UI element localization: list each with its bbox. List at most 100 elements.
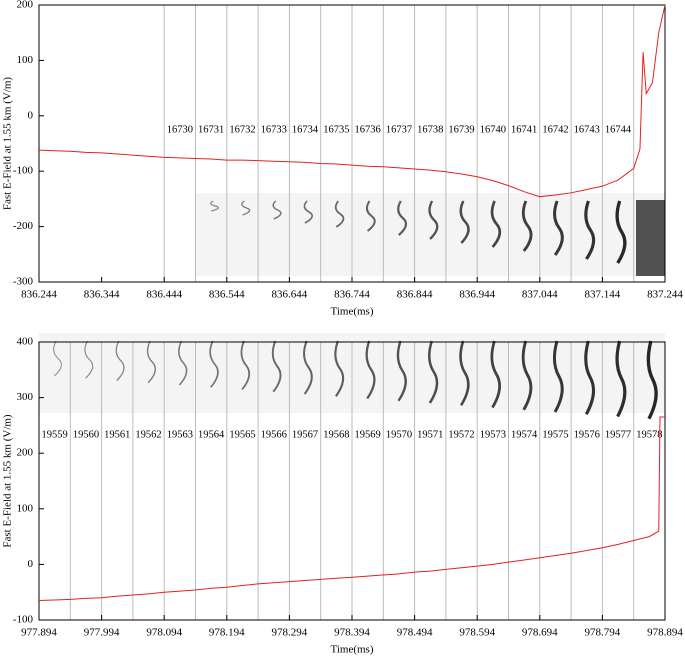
frame-label: 19572 xyxy=(448,429,474,440)
leader-image xyxy=(553,200,564,256)
x-tick-label: 837.044 xyxy=(522,289,558,301)
frame-label: 16743 xyxy=(574,124,600,135)
y-tick-label: -300 xyxy=(13,276,34,288)
x-tick-label: 978.394 xyxy=(334,627,370,639)
leader-image xyxy=(303,200,314,224)
y-tick-label: -200 xyxy=(13,220,34,232)
frame-label: 19561 xyxy=(104,429,130,440)
leader-image xyxy=(584,200,596,260)
flash-image xyxy=(636,200,665,276)
frame-label: 16734 xyxy=(292,124,319,135)
frame-label: 19573 xyxy=(480,429,506,440)
x-tick-label: 978.294 xyxy=(272,627,308,639)
x-tick-label: 836.344 xyxy=(84,289,120,301)
leader-image xyxy=(115,340,125,381)
leader-image xyxy=(615,200,627,264)
x-tick-label: 837.244 xyxy=(647,289,683,301)
leader-image xyxy=(521,340,533,411)
frame-label: 19577 xyxy=(605,429,631,440)
leader-image xyxy=(584,340,596,415)
x-tick-label: 836.244 xyxy=(21,289,57,301)
leader-image xyxy=(146,340,156,384)
x-tick-label: 836.944 xyxy=(459,289,495,301)
y-tick-label: 0 xyxy=(28,558,34,570)
leader-image xyxy=(241,200,251,216)
leader-image xyxy=(209,340,219,388)
leader-image xyxy=(365,340,376,400)
frame-label: 19568 xyxy=(323,429,349,440)
frame-label: 19564 xyxy=(198,429,225,440)
leader-image xyxy=(490,200,502,248)
frame-label: 19559 xyxy=(42,429,68,440)
x-tick-label: 978.894 xyxy=(647,627,683,639)
leader-image xyxy=(459,340,470,406)
x-tick-label: 978.194 xyxy=(209,627,245,639)
frame-label: 16739 xyxy=(448,124,474,135)
x-tick-label: 977.994 xyxy=(84,627,120,639)
x-tick-label: 836.644 xyxy=(272,289,308,301)
x-tick-label: 836.844 xyxy=(397,289,433,301)
leader-image xyxy=(428,200,439,240)
frame-label: 16737 xyxy=(386,124,412,135)
y-tick-label: 400 xyxy=(17,336,34,348)
leader-image xyxy=(552,340,564,413)
x-axis-label: Time(ms) xyxy=(331,306,374,318)
x-tick-label: 836.744 xyxy=(334,289,370,301)
leader-image xyxy=(365,200,376,232)
frame-label: 16742 xyxy=(542,124,568,135)
frame-label: 19569 xyxy=(355,429,381,440)
leader-image xyxy=(271,340,282,393)
x-tick-label: 836.444 xyxy=(146,289,182,301)
leader-image xyxy=(490,340,501,409)
y-tick-label: -100 xyxy=(13,614,34,626)
frame-label: 16730 xyxy=(167,124,193,135)
frame-label: 16733 xyxy=(261,124,287,135)
data-line xyxy=(38,416,665,602)
x-tick-label: 978.594 xyxy=(459,627,495,639)
y-tick-label: -100 xyxy=(13,165,34,177)
x-tick-label: 837.144 xyxy=(585,289,621,301)
y-tick-label: 100 xyxy=(17,54,34,66)
leader-image xyxy=(53,340,62,377)
x-tick-label: 978.094 xyxy=(146,627,182,639)
leader-image xyxy=(178,340,188,386)
y-tick-label: 300 xyxy=(17,391,34,403)
leader-image xyxy=(334,340,345,397)
leader-image xyxy=(334,200,345,228)
leader-image xyxy=(272,200,282,220)
frame-label: 19570 xyxy=(386,429,412,440)
frame-label: 19567 xyxy=(292,429,318,440)
y-tick-label: 0 xyxy=(28,109,34,121)
x-tick-label: 978.694 xyxy=(522,627,558,639)
leader-image xyxy=(240,340,251,391)
leader-image xyxy=(459,200,470,244)
leader-image xyxy=(397,200,408,236)
data-line xyxy=(38,4,666,198)
frame-label: 19578 xyxy=(636,429,662,440)
leader-image xyxy=(521,200,533,252)
frame-label: 19560 xyxy=(73,429,99,440)
frame-label: 16741 xyxy=(511,124,537,135)
frame-label: 19574 xyxy=(511,429,538,440)
frame-label: 19575 xyxy=(542,429,568,440)
frame-label: 19576 xyxy=(574,429,600,440)
x-tick-label: 978.494 xyxy=(397,627,433,639)
frame-label: 19571 xyxy=(417,429,443,440)
leader-image xyxy=(210,200,219,212)
y-axis-label: Fast E-Field at 1.55 km (V/m) xyxy=(2,414,14,548)
frame-label: 19563 xyxy=(167,429,193,440)
leader-image xyxy=(84,340,94,379)
frame-label: 16744 xyxy=(605,124,632,135)
frame-label: 16732 xyxy=(229,124,255,135)
y-tick-label: 100 xyxy=(17,502,34,514)
y-tick-label: 200 xyxy=(17,447,34,459)
frame-label: 16731 xyxy=(198,124,224,135)
frame-label: 16740 xyxy=(480,124,506,135)
frame-label: 16735 xyxy=(323,124,349,135)
frame-label: 19565 xyxy=(229,429,255,440)
x-tick-label: 836.544 xyxy=(209,289,245,301)
frame-label: 16738 xyxy=(417,124,443,135)
y-axis-label: Fast E-Field at 1.55 km (V/m) xyxy=(2,77,14,211)
leader-image xyxy=(303,340,313,395)
